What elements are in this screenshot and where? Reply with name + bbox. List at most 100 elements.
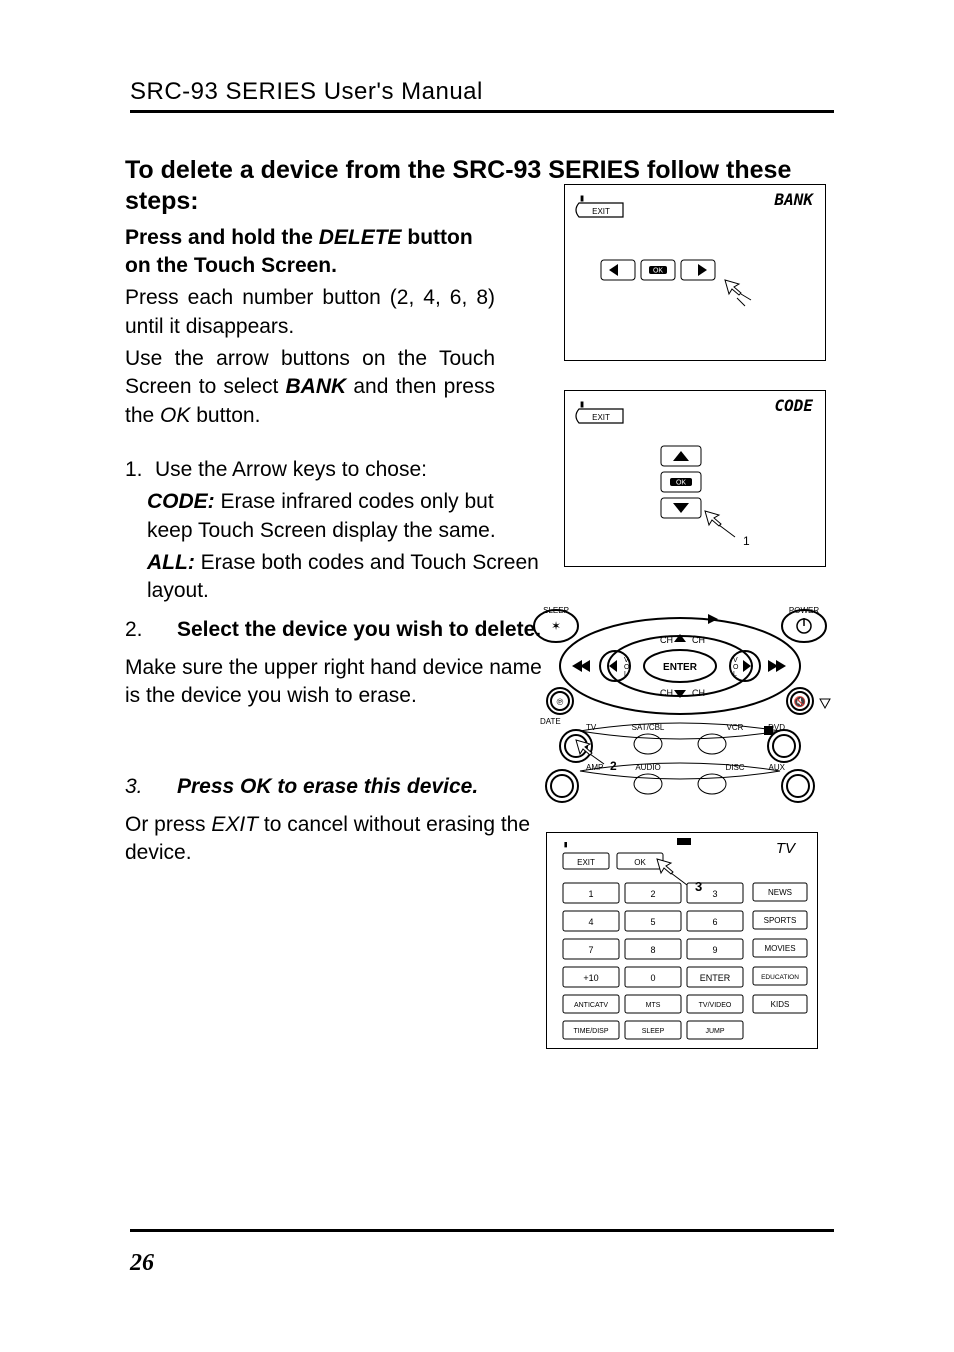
paragraph-exit-cancel: Or press EXIT to cancel without erasing … [125,811,560,868]
side-sports: SPORTS [764,916,797,925]
fig2-ok-button: OK [676,480,686,487]
satcbl-label: SAT/CBL [632,723,665,732]
step-3-text: Press OK to erase this device. [177,773,555,801]
all-label: ALL: [147,551,195,574]
exit-keyword: EXIT [211,813,258,836]
all-option: ALL: Erase both codes and Touch Screen l… [147,549,542,606]
power-label: POWER [789,606,819,615]
svg-text:O: O [624,664,630,671]
bottom-sleep: SLEEP [642,1028,665,1035]
footer-rule [130,1229,834,1232]
p2-text-c: button. [190,404,260,427]
step-1-text: Use the Arrow keys to chose: [155,456,525,484]
callout-2: 2 [610,759,617,773]
step-1-number: 1. [125,456,155,484]
bottom-anticatv: ANTICATV [574,1002,608,1009]
bottom-tvvideo: TV/VIDEO [699,1002,732,1009]
keypad-num-label: 6 [712,917,717,927]
fig2-exit-button: EXIT [592,413,610,422]
step-1: 1. Use the Arrow keys to chose: [125,456,525,484]
ch-down-label-2: CH [692,688,705,698]
ch-up-label: CH [660,635,673,645]
battery-icon: ▮ [579,399,585,410]
paragraph-confirm-device: Make sure the upper right hand device na… [125,654,560,711]
fig2-code-label: CODE [774,396,813,415]
keypad-num-label: 0 [650,973,655,983]
keypad-num-label: 4 [588,917,593,927]
side-education: EDUCATION [761,974,799,981]
keypad-num-label: 2 [650,889,655,899]
svg-text:✶: ✶ [551,619,561,633]
cursor-icon: 1 [705,511,750,548]
keypad-tv-label: TV [776,840,797,857]
code-label: CODE: [147,490,215,513]
keypad-num-label: 3 [712,889,717,899]
eject-icon [820,699,830,708]
step-3: 3. Press OK to erase this device. [125,773,555,801]
step-3-number: 3. [125,773,177,801]
keypad-num-label: 1 [588,889,593,899]
figure-remote-top: ENTER CH CH CH CH V O L V O L ✶ [520,596,840,831]
cursor-icon [725,280,751,306]
figure-bank-screen: ▮ BANK EXIT OK [564,184,826,361]
rewind-icon [572,660,590,672]
code-option: CODE: Erase infrared codes only but keep… [147,488,542,545]
keypad-num-label: 8 [650,945,655,955]
date-label: DATE [540,717,561,726]
keypad-num-label: +10 [583,973,598,983]
vcr-label: VCR [727,723,744,732]
disc-label: DISC [725,763,744,772]
cursor-icon: 3 [657,859,702,894]
sleep-label: SLEEP [543,606,569,615]
fig2-callout-1: 1 [743,534,750,548]
step-2: 2. Select the device you wish to delete. [125,616,555,644]
p4-text-a: Or press [125,813,211,836]
fastforward-icon [768,660,786,672]
keypad-num-label: 5 [650,917,655,927]
bank-keyword: BANK [285,375,346,398]
paragraph-select-bank: Use the arrow buttons on the Touch Scree… [125,345,495,430]
svg-text:O: O [733,664,739,671]
side-kids: KIDS [771,1000,790,1009]
svg-text:V: V [733,657,738,664]
audio-label: AUDIO [635,763,660,772]
fig1-exit-button: EXIT [592,207,610,216]
tv-label: TV [586,723,597,732]
keypad-exit-button: EXIT [577,858,595,867]
bottom-mts: MTS [646,1002,661,1009]
side-movies: MOVIES [764,944,795,953]
page-number: 26 [130,1250,154,1277]
running-header: SRC-93 SERIES User's Manual [130,78,483,106]
figure-code-screen: ▮ CODE EXIT OK 1 [564,390,826,567]
battery-icon: ▮ [579,193,585,204]
ch-down-label: CH [660,688,673,698]
callout-3: 3 [695,879,702,894]
all-text: Erase both codes and Touch Screen layout… [147,551,539,602]
figure-keypad-screen: ▮ TV EXIT OK 1 2 3 4 5 6 7 8 9 +10 0 ENTER NEWS SPO… [546,832,818,1049]
keypad-num-label: 9 [712,945,717,955]
fig1-bank-label: BANK [773,190,814,209]
keypad-num-label: ENTER [700,973,731,983]
svg-text:🔇: 🔇 [794,695,806,708]
play-icon [708,614,718,624]
aux-label: AUX [769,763,786,772]
lead-paragraph: Press and hold the DELETE button on the … [125,224,495,281]
side-news: NEWS [768,888,792,897]
svg-text:L: L [624,671,628,678]
ok-keyword: OK [160,404,190,427]
keypad-num-label: 7 [588,945,593,955]
bottom-jump: JUMP [705,1028,724,1035]
svg-text:▮: ▮ [563,840,568,850]
svg-text:V: V [624,657,629,664]
svg-text:L: L [733,671,737,678]
step-2-text: Select the device you wish to delete. [177,616,555,644]
keypad-ok-button: OK [634,858,646,867]
header-rule [130,110,834,113]
enter-button-label: ENTER [663,662,698,673]
lead-text-1: Press and hold the [125,226,319,249]
bottom-timedisp: TIME/DISP [573,1028,608,1035]
ch-up-label-2: CH [692,635,705,645]
svg-text:℗: ℗ [557,697,564,707]
paragraph-press-numbers: Press each number button (2, 4, 6, 8) un… [125,284,495,341]
delete-keyword: DELETE [319,226,402,249]
